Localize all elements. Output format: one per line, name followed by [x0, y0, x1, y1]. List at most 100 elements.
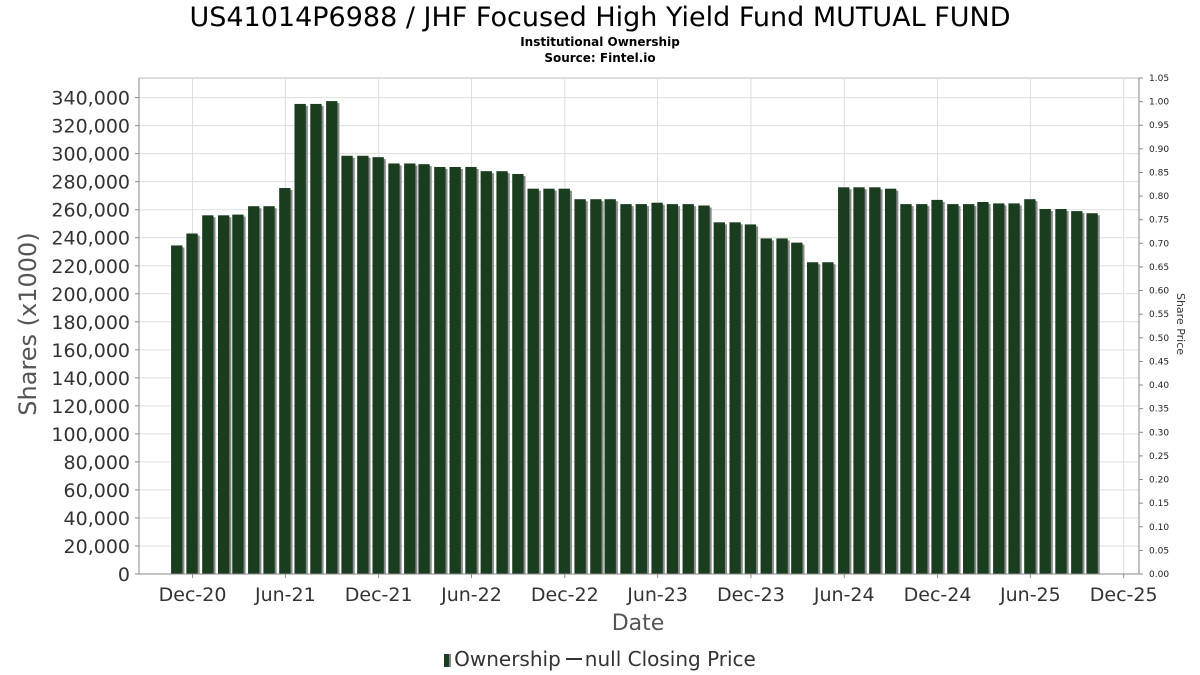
- ownership-bar-body: [916, 204, 928, 575]
- ownership-bar-body: [527, 188, 539, 574]
- y2-tick-label: 0.40: [1149, 381, 1169, 391]
- ownership-bar-body: [404, 163, 416, 574]
- ownership-bar: [279, 187, 293, 574]
- ownership-bar: [682, 204, 696, 575]
- ownership-bar: [838, 187, 852, 574]
- y2-tick-label: 0.15: [1149, 499, 1169, 509]
- x-tick-label: Jun-21: [254, 584, 316, 606]
- ownership-bar-body: [635, 204, 647, 575]
- ownership-bar-body: [202, 215, 214, 574]
- bars-layer: [171, 101, 1100, 575]
- ownership-bar-body: [217, 215, 230, 574]
- ownership-bar-body: [449, 166, 461, 575]
- x-tick-label: Dec-22: [531, 584, 599, 606]
- x-tick-label: Dec-23: [717, 584, 785, 606]
- ownership-bar: [900, 204, 914, 575]
- ownership-bar-body: [279, 187, 291, 574]
- ownership-bar: [760, 238, 774, 574]
- ownership-bar-body: [574, 199, 586, 574]
- ownership-legend-swatch: [444, 654, 452, 667]
- ownership-bar: [574, 199, 588, 574]
- ownership-bar-body: [931, 199, 943, 574]
- ownership-bar: [465, 166, 479, 575]
- ownership-bar-body: [1024, 199, 1036, 574]
- y-tick-label: 160,000: [51, 340, 130, 362]
- ownership-bar: [449, 166, 463, 575]
- ownership-bar: [791, 242, 805, 575]
- ownership-bar: [635, 204, 649, 575]
- ownership-bar-body: [326, 101, 338, 574]
- ownership-bar: [310, 103, 324, 575]
- y2-tick-label: 0.25: [1149, 452, 1169, 462]
- ownership-bar: [698, 205, 712, 575]
- y2-tick-label: 0.30: [1149, 428, 1169, 438]
- price-legend-label: null Closing Price: [584, 647, 756, 671]
- y2-tick-label: 0.45: [1149, 357, 1169, 367]
- y-tick-label: 20,000: [64, 536, 130, 558]
- ownership-bar: [263, 206, 277, 575]
- chart-source: Source: Fintel.io: [544, 51, 656, 65]
- ownership-bar: [744, 224, 759, 574]
- ownership-bar-body: [1039, 209, 1051, 574]
- y-tick-label: 120,000: [51, 396, 130, 418]
- ownership-bar-body: [1086, 213, 1098, 574]
- y2-tick-label: 0.55: [1149, 310, 1169, 320]
- ownership-bar: [1055, 209, 1069, 574]
- ownership-bar: [434, 166, 448, 575]
- ownership-bar-body: [465, 166, 477, 575]
- ownership-bar-body: [776, 238, 788, 574]
- ownership-bar: [729, 222, 743, 574]
- ownership-bar-body: [651, 202, 663, 574]
- ownership-bar-body: [698, 205, 710, 575]
- y-tick-label: 240,000: [51, 228, 130, 250]
- ownership-bar: [202, 215, 216, 574]
- ownership-bar: [713, 222, 727, 574]
- y2-tick-label: 0.85: [1149, 168, 1169, 178]
- ownership-bar: [186, 233, 200, 574]
- x-tick-label: Jun-23: [626, 584, 688, 606]
- ownership-bar-body: [480, 171, 492, 574]
- ownership-bar: [480, 171, 494, 574]
- ownership-bar-body: [1071, 211, 1083, 574]
- x-tick-label: Dec-24: [904, 584, 972, 606]
- y2-tick-label: 0.10: [1149, 523, 1169, 533]
- y-tick-label: 320,000: [51, 116, 130, 138]
- ownership-bar: [869, 187, 883, 574]
- ownership-bar: [620, 204, 634, 575]
- ownership-bar-body: [977, 202, 989, 574]
- y-tick-label: 80,000: [64, 452, 130, 474]
- x-tick-label: Dec-25: [1090, 584, 1158, 606]
- y2-tick-label: 0.50: [1149, 334, 1169, 344]
- y2-tick-label: 0.00: [1149, 570, 1169, 580]
- ownership-bar-body: [248, 206, 260, 575]
- ownership-bar: [404, 163, 418, 574]
- ownership-bar-body: [590, 199, 602, 574]
- ownership-bar: [806, 262, 821, 574]
- price-legend-swatch: [565, 658, 582, 660]
- ownership-bar: [388, 163, 402, 574]
- ownership-bar-body: [341, 155, 353, 575]
- y2-tick-label: 0.35: [1149, 405, 1169, 415]
- axes-layer: 0 20,000 40,000 60,000 80,000 100,000 120,000 1…: [51, 74, 1169, 606]
- ownership-bar-body: [838, 187, 850, 574]
- ownership-bar-body: [543, 188, 555, 574]
- ownership-bar-body: [682, 204, 694, 575]
- x-tick-label: Jun-25: [999, 584, 1061, 606]
- ownership-bar: [916, 204, 930, 575]
- x-tick-label: Jun-22: [440, 584, 502, 606]
- y-tick-label: 220,000: [51, 256, 130, 278]
- ownership-bar: [217, 215, 232, 574]
- y-tick-label: 280,000: [51, 172, 130, 194]
- ownership-bar-body: [869, 187, 881, 574]
- ownership-bar: [558, 188, 572, 574]
- y2-tick-label: 0.65: [1149, 263, 1169, 273]
- ownership-bar: [963, 204, 977, 575]
- y-axis-label: Shares (x1000): [14, 232, 42, 415]
- ownership-bar: [418, 164, 432, 574]
- ownership-bar: [326, 101, 340, 574]
- ownership-bar-body: [1055, 209, 1067, 574]
- ownership-bar: [171, 245, 185, 574]
- ownership-bar: [248, 206, 262, 575]
- ownership-bar-body: [713, 222, 725, 574]
- ownership-bar-body: [171, 245, 183, 574]
